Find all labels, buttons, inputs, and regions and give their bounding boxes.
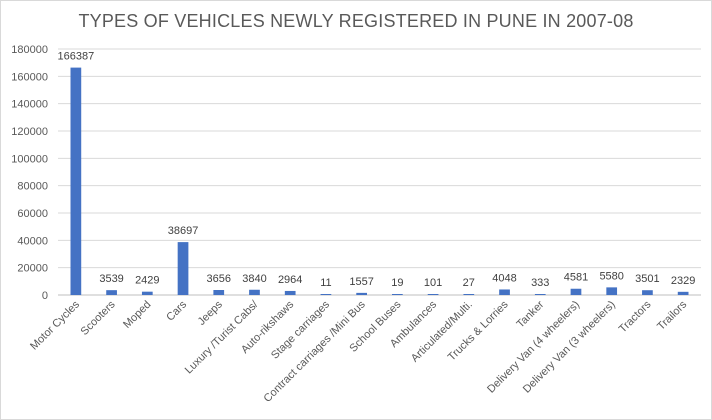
bar <box>642 290 653 295</box>
y-tick-label: 40000 <box>17 235 48 247</box>
y-tick-label: 140000 <box>11 99 48 111</box>
bar <box>70 67 82 295</box>
bar <box>320 294 332 295</box>
bar <box>392 294 403 295</box>
data-label: 3539 <box>99 273 123 285</box>
data-label: 1557 <box>349 276 373 288</box>
y-tick-label: 80000 <box>17 181 48 193</box>
data-label: 4048 <box>492 272 516 284</box>
bar <box>463 294 475 295</box>
x-tick-label: Tractors <box>617 298 654 335</box>
data-label: 19 <box>391 277 403 289</box>
data-label: 27 <box>463 277 475 289</box>
x-tick-label: Tanker <box>515 298 547 330</box>
bar <box>677 291 689 295</box>
y-tick-label: 20000 <box>17 263 48 275</box>
data-label: 2964 <box>278 274 302 286</box>
x-tick-label: Motor Cycles <box>28 298 82 352</box>
y-tick-label: 120000 <box>11 126 48 138</box>
x-tick-label: Trailors <box>655 298 689 332</box>
bar <box>499 289 510 295</box>
y-tick-label: 100000 <box>11 153 48 165</box>
bar <box>427 294 439 295</box>
data-label: 2429 <box>135 275 159 287</box>
x-tick-label: Trucks & Lorries <box>446 298 511 363</box>
data-label: 38697 <box>168 225 199 237</box>
bar <box>213 290 225 295</box>
x-tick-label: Moped <box>121 299 153 331</box>
y-tick-label: 60000 <box>17 208 48 220</box>
bar <box>606 287 618 295</box>
x-tick-label: Articulated/Multi. <box>409 299 475 365</box>
data-label: 101 <box>424 277 442 289</box>
y-tick-label: 0 <box>42 290 48 302</box>
data-label: 333 <box>531 277 549 289</box>
data-label: 4581 <box>564 272 588 284</box>
bar <box>141 291 153 295</box>
bar <box>534 294 546 295</box>
bar <box>284 290 296 295</box>
bar <box>356 292 367 295</box>
data-label: 3501 <box>635 273 659 285</box>
data-label: 3840 <box>242 273 266 285</box>
x-tick-label: Scooters <box>79 298 119 338</box>
data-label: 166387 <box>58 51 95 63</box>
x-tick-label: Cars <box>164 298 189 323</box>
x-tick-label: Jeeps <box>196 298 226 328</box>
data-label: 2329 <box>671 275 695 287</box>
y-tick-label: 160000 <box>11 71 48 83</box>
bar <box>570 288 582 295</box>
bar <box>249 289 260 295</box>
bar <box>106 290 117 295</box>
chart-title: TYPES OF VEHICLES NEWLY REGISTERED IN PU… <box>78 11 634 31</box>
y-tick-label: 180000 <box>11 44 48 56</box>
data-label: 5580 <box>599 270 623 282</box>
data-label: 3656 <box>207 273 231 285</box>
data-label: 11 <box>320 277 331 289</box>
bar <box>177 242 189 295</box>
